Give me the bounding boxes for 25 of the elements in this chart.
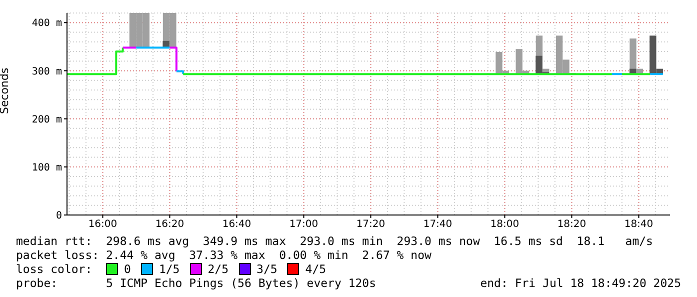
y-tick-label: 100 m [32,162,62,174]
y-tick-label: 200 m [32,114,62,126]
x-tick-label: 17:00 [289,219,318,230]
y-tick-label: 400 m [32,18,62,30]
x-tick-label: 16:00 [88,219,118,230]
x-tick-label: 18:40 [624,219,654,230]
y-axis-title: Seconds [0,68,11,114]
legend-label: 1/5 [158,262,180,276]
x-tick-label: 16:20 [155,219,184,230]
y-tick-label: 300 m [32,66,62,78]
x-tick-label: 18:00 [490,219,520,230]
text: median rtt: 298.6 ms avg 349.9 ms max 293.0 ms min 293.0 ms now 16.5 ms sd 18.1 am/s [16,234,654,248]
legend-title: loss color: [16,262,94,276]
legend-label: 3/5 [256,262,278,276]
y-tick-label: 0 [56,210,62,222]
x-tick-label: 17:40 [423,219,452,230]
x-tick-label: 18:20 [557,219,586,230]
legend-label: 0 [124,262,131,276]
text: end: Fri Jul 18 18:49:20 2025 [480,276,681,290]
x-tick-label: 16:40 [222,219,252,230]
x-tick-label: 17:20 [356,219,386,230]
text: packet loss: 2.44 % avg 37.33 % max 0.00 % min 2.67 % now [16,248,432,262]
legend-label: 4/5 [305,262,326,276]
legend-label: 2/5 [208,262,229,276]
text: probe: 5 ICMP Echo Pings (56 Bytes) every 120s [16,276,376,290]
